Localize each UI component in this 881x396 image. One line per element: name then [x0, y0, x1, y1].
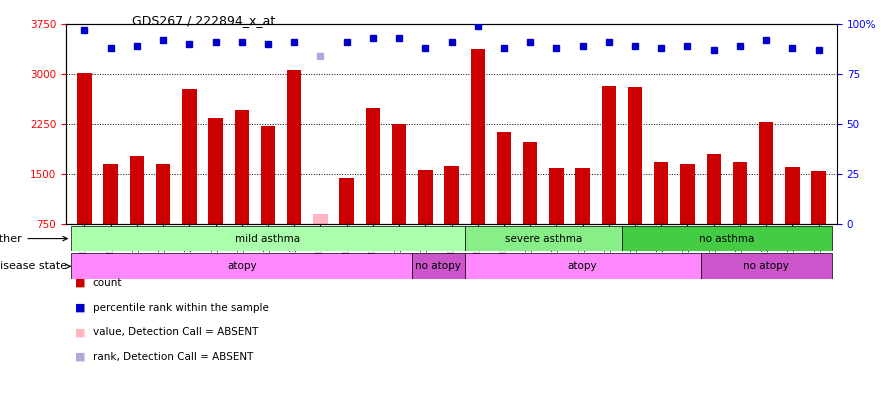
Bar	[733, 162, 747, 274]
Text: ■: ■	[75, 327, 85, 337]
Text: ■: ■	[75, 352, 85, 362]
Bar	[287, 70, 301, 274]
Text: no asthma: no asthma	[700, 234, 754, 244]
Bar	[549, 168, 564, 274]
Text: GDS267 / 222894_x_at: GDS267 / 222894_x_at	[132, 14, 276, 27]
Bar	[654, 162, 669, 274]
Text: ■: ■	[75, 278, 85, 288]
Text: no atopy: no atopy	[744, 261, 789, 271]
Text: ■: ■	[75, 303, 85, 313]
Bar	[464, 253, 700, 279]
Bar	[130, 156, 144, 274]
Bar	[680, 164, 695, 274]
Bar	[700, 253, 832, 279]
Bar	[464, 226, 622, 251]
Text: no atopy: no atopy	[416, 261, 462, 271]
Bar	[497, 132, 511, 274]
Text: percentile rank within the sample: percentile rank within the sample	[93, 303, 269, 313]
Bar	[78, 73, 92, 274]
Bar	[707, 154, 721, 274]
Bar	[444, 166, 459, 274]
Bar	[156, 164, 170, 274]
Bar	[622, 226, 832, 251]
Text: atopy: atopy	[567, 261, 597, 271]
Bar	[412, 253, 464, 279]
Bar	[103, 164, 118, 274]
Text: value, Detection Call = ABSENT: value, Detection Call = ABSENT	[93, 327, 258, 337]
Text: severe asthma: severe asthma	[505, 234, 582, 244]
Bar	[392, 124, 406, 274]
Bar	[339, 178, 354, 274]
Bar	[523, 142, 537, 274]
Bar	[182, 89, 196, 274]
Bar	[575, 168, 589, 274]
Bar	[628, 87, 642, 274]
Text: disease state: disease state	[0, 261, 70, 271]
Bar	[418, 170, 433, 274]
Text: mild asthma: mild asthma	[235, 234, 300, 244]
Bar	[470, 49, 485, 274]
Bar	[261, 126, 275, 274]
Text: rank, Detection Call = ABSENT: rank, Detection Call = ABSENT	[93, 352, 253, 362]
Bar	[208, 118, 223, 274]
Bar	[811, 171, 825, 274]
Text: atopy: atopy	[227, 261, 256, 271]
Bar	[785, 167, 800, 274]
Bar	[759, 122, 774, 274]
Bar	[366, 108, 380, 274]
Bar	[71, 253, 412, 279]
Bar	[602, 86, 616, 274]
Bar	[234, 110, 249, 274]
Text: other: other	[0, 234, 67, 244]
Bar	[314, 214, 328, 274]
Bar	[71, 226, 464, 251]
Text: count: count	[93, 278, 122, 288]
